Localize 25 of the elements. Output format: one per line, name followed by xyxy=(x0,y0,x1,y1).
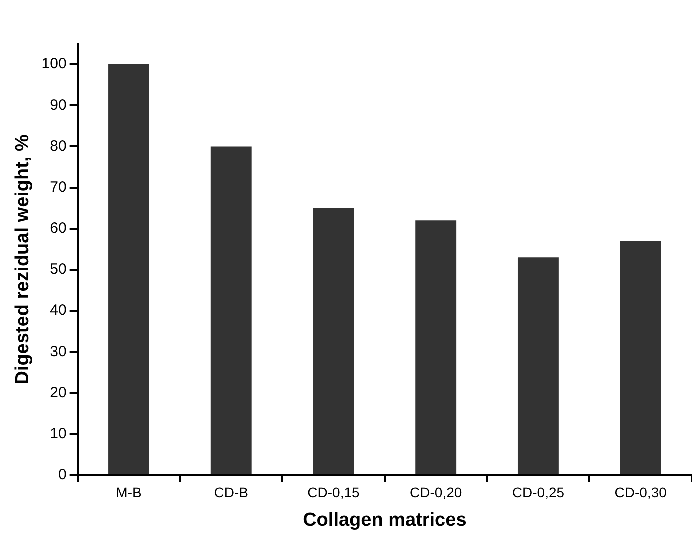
y-tick-label: 70 xyxy=(50,178,67,196)
x-axis-title: Collagen matrices xyxy=(303,510,467,531)
x-tick-label: CD-0,15 xyxy=(308,484,360,501)
bar xyxy=(210,146,252,474)
y-tick-label: 60 xyxy=(50,220,67,238)
y-tick-label: 0 xyxy=(58,466,67,484)
bar xyxy=(620,241,662,474)
y-tick-label: 40 xyxy=(50,302,67,320)
bar xyxy=(108,64,150,474)
bar xyxy=(518,258,559,474)
y-tick-label: 30 xyxy=(50,343,67,360)
y-tick-label: 90 xyxy=(50,96,67,114)
x-tick-label: CD-0,20 xyxy=(410,484,462,501)
y-axis-title: Digested rezidual weight, % xyxy=(12,134,34,385)
y-tick-label: 50 xyxy=(50,261,67,278)
x-tick-label: M-B xyxy=(116,484,142,501)
x-tick-label: CD-0,30 xyxy=(614,484,668,501)
x-tick-label: CD-0,25 xyxy=(512,484,565,501)
bar xyxy=(313,208,354,474)
y-tick-label: 20 xyxy=(50,384,67,402)
y-tick-label: 100 xyxy=(42,56,67,73)
y-tick-label: 80 xyxy=(50,138,67,155)
y-tick-label: 10 xyxy=(50,425,67,442)
bar xyxy=(416,220,457,474)
x-tick-label: CD-B xyxy=(214,484,248,501)
